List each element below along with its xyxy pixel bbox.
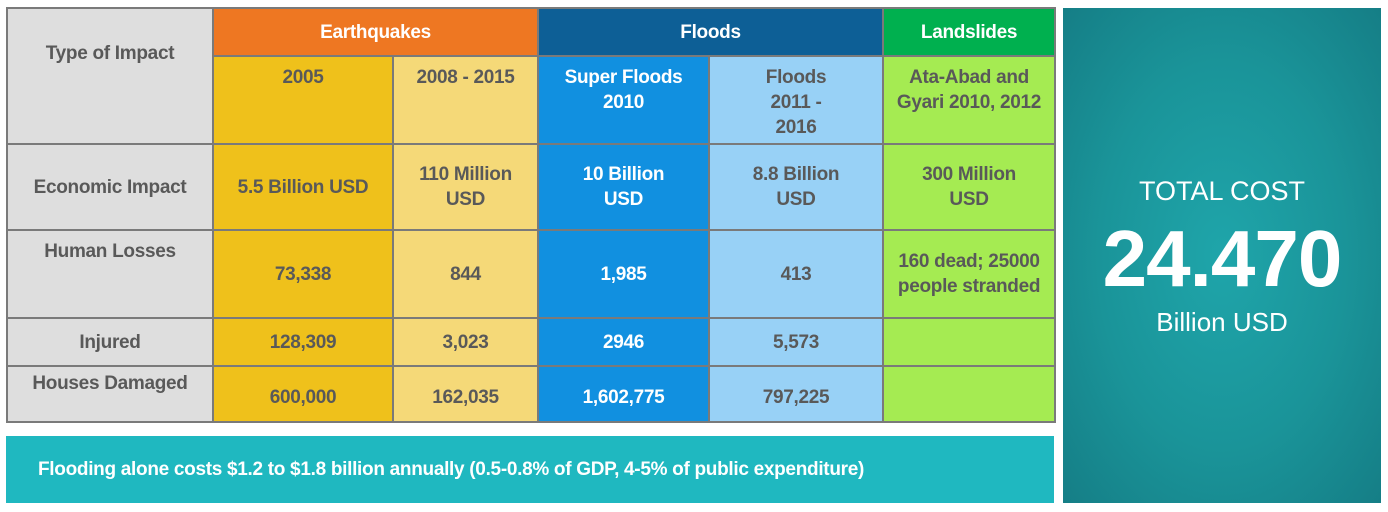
column-header: Super Floods 2010 [537,55,710,145]
column-header: Ata-Abad and Gyari 2010, 2012 [882,55,1057,145]
row-label: Injured [6,317,214,367]
table-cell: 160 dead; 25000 people stranded [882,229,1057,319]
total-cost-panel: TOTAL COST 24.470 Billion USD [1063,8,1381,503]
flooding-cost-text: Flooding alone costs $1.2 to $1.8 billio… [38,458,865,480]
table-cell: 1,985 [537,229,710,319]
table-cell: 5,573 [707,317,885,367]
table-row: Economic Impact 5.5 Billion USD 110 Mill… [6,143,1057,231]
table-cell [882,365,1057,423]
table-cell [882,317,1057,367]
total-cost-label: TOTAL COST [1138,176,1306,206]
table-row: Human Losses 73,338 844 1,985 413 160 de… [6,229,1057,319]
table-cell: 300 Million USD [882,143,1057,231]
row-label: Economic Impact [6,143,214,231]
table-cell: 128,309 [212,317,394,367]
table-cell: 797,225 [707,365,885,423]
table-cell: 600,000 [212,365,394,423]
table-row: Houses Damaged 600,000 162,035 1,602,775… [6,365,1057,423]
table-cell: 10 Billion USD [537,143,710,231]
table-cell: 5.5 Billion USD [212,143,394,231]
column-header: Floods 2011 - 2016 [707,55,885,145]
earthquakes-header: Earthquakes [212,7,539,57]
impact-table: Type of Impact Earthquakes Floods Landsl… [6,7,1057,423]
table-row: Injured 128,309 3,023 2946 5,573 [6,317,1057,367]
table-cell: 3,023 [392,317,539,367]
column-header: 2005 [212,55,394,145]
landslides-header: Landslides [882,7,1057,57]
total-cost-unit: Billion USD [1156,307,1288,337]
table-cell: 413 [707,229,885,319]
total-cost-value: 24.470 [1102,214,1343,303]
table-cell: 844 [392,229,539,319]
table-cell: 8.8 Billion USD [707,143,885,231]
table-cell: 162,035 [392,365,539,423]
table-cell: 110 Million USD [392,143,539,231]
table-cell: 1,602,775 [537,365,710,423]
table-cell: 2946 [537,317,710,367]
row-label: Human Losses [6,229,214,319]
column-header: 2008 - 2015 [392,55,539,145]
row-label: Houses Damaged [6,365,214,423]
flooding-cost-note: Flooding alone costs $1.2 to $1.8 billio… [6,436,1054,503]
floods-header: Floods [536,7,885,57]
table-cell: 73,338 [212,229,394,319]
type-of-impact-header: Type of Impact [6,7,214,145]
